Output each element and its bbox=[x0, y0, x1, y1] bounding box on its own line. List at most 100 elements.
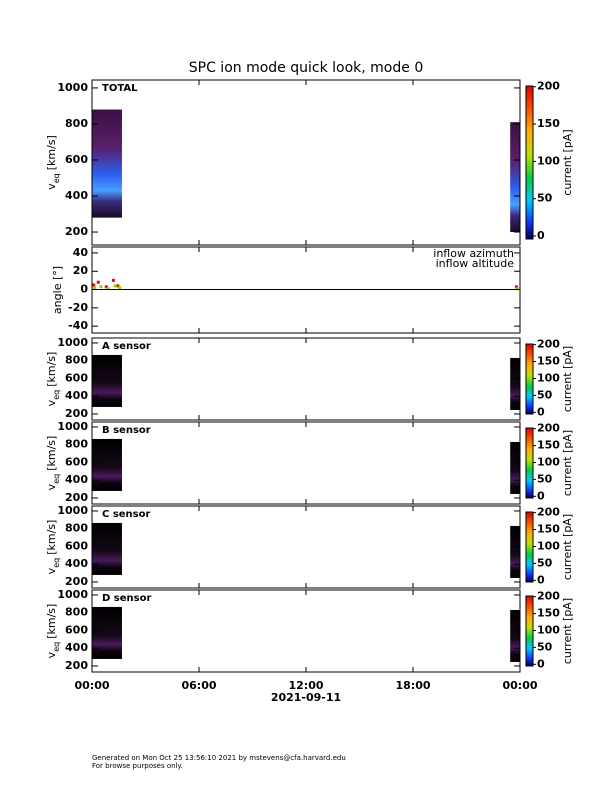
panel-label: D sensor bbox=[102, 593, 151, 604]
y-tick-label: -40 bbox=[68, 319, 88, 332]
x-tick-label: 18:00 bbox=[395, 679, 430, 692]
data-point bbox=[104, 285, 108, 289]
colorbar-tick-label: 200 bbox=[537, 338, 560, 351]
spectrogram-block bbox=[510, 525, 520, 578]
footer-line: Generated on Mon Oct 25 13:56:10 2021 by… bbox=[92, 754, 346, 762]
y-axis-label-subscript: eq bbox=[52, 474, 61, 484]
colorbar-tick-label: 50 bbox=[537, 556, 553, 569]
y-axis-label: angle [°] bbox=[51, 266, 64, 314]
plot-frame bbox=[91, 337, 521, 421]
colorbar-tick-label: 200 bbox=[537, 506, 560, 519]
colorbar-label: current [pA] bbox=[561, 430, 574, 496]
data-point bbox=[99, 285, 103, 289]
x-axis-label: 2021-09-11 bbox=[271, 691, 341, 704]
data-point bbox=[515, 287, 519, 291]
y-tick-label: -20 bbox=[68, 301, 88, 314]
colorbar-tick-label: 0 bbox=[537, 229, 545, 242]
plot-frame bbox=[91, 589, 521, 673]
colorbar-tick-label: 200 bbox=[537, 422, 560, 435]
colorbar bbox=[525, 595, 534, 667]
colorbar bbox=[525, 427, 534, 499]
y-tick-label: 800 bbox=[65, 522, 88, 535]
y-axis-label: veq [km/s] bbox=[45, 520, 61, 575]
panel-label: B sensor bbox=[102, 425, 151, 436]
y-tick-label: 1000 bbox=[57, 504, 88, 517]
spectrogram-block bbox=[92, 438, 122, 491]
data-point bbox=[93, 286, 97, 290]
y-tick-label: 1000 bbox=[57, 420, 88, 433]
legend-entry: inflow azimuth bbox=[433, 247, 514, 260]
colorbar-tick-label: 150 bbox=[537, 523, 560, 536]
y-axis-label-subscript: eq bbox=[52, 642, 61, 652]
plot-frame bbox=[91, 421, 521, 505]
x-tick-label: 00:00 bbox=[502, 679, 537, 692]
x-tick-label: 12:00 bbox=[288, 679, 323, 692]
colorbar-tick-label: 50 bbox=[537, 388, 553, 401]
y-tick-label: 200 bbox=[65, 491, 88, 504]
y-tick-label: 800 bbox=[65, 606, 88, 619]
y-axis-label-symbol: v bbox=[45, 567, 58, 574]
y-axis-label-unit: [km/s] bbox=[45, 135, 58, 170]
colorbar-tick-label: 0 bbox=[537, 489, 545, 502]
colorbar-tick-label: 200 bbox=[537, 80, 560, 93]
data-point bbox=[116, 284, 120, 288]
colorbar-tick-label: 50 bbox=[537, 192, 553, 205]
y-axis-label: veq [km/s] bbox=[45, 604, 61, 659]
spectrogram-block bbox=[510, 441, 520, 494]
y-tick-label: 200 bbox=[65, 225, 88, 238]
colorbar-tick-label: 100 bbox=[537, 623, 560, 636]
colorbar-tick-label: 100 bbox=[537, 154, 560, 167]
y-axis-label-symbol: v bbox=[45, 483, 58, 490]
y-tick-label: 600 bbox=[65, 539, 88, 552]
data-point bbox=[118, 286, 122, 290]
colorbar-label: current [pA] bbox=[561, 129, 574, 195]
y-tick-label: 0 bbox=[80, 283, 88, 296]
x-tick-label: 00:00 bbox=[74, 679, 109, 692]
colorbar-tick-label: 0 bbox=[537, 405, 545, 418]
spectrogram-block bbox=[92, 606, 122, 659]
y-tick-label: 200 bbox=[65, 659, 88, 672]
y-tick-label: 1000 bbox=[57, 588, 88, 601]
y-axis-label-subscript: eq bbox=[52, 558, 61, 568]
y-tick-label: 200 bbox=[65, 407, 88, 420]
y-tick-label: 20 bbox=[73, 264, 89, 277]
y-tick-label: 400 bbox=[65, 389, 88, 402]
y-tick-label: 1000 bbox=[57, 81, 88, 94]
colorbar-tick-label: 50 bbox=[537, 640, 553, 653]
y-axis-label-unit: [km/s] bbox=[45, 436, 58, 471]
y-tick-label: 400 bbox=[65, 641, 88, 654]
colorbar-label: current [pA] bbox=[561, 598, 574, 664]
y-axis-label-unit: [km/s] bbox=[45, 604, 58, 639]
data-point bbox=[106, 287, 110, 291]
y-tick-label: 40 bbox=[73, 246, 89, 259]
panel-label: A sensor bbox=[102, 341, 151, 352]
colorbar-tick-label: 50 bbox=[537, 472, 553, 485]
y-axis-label-unit: [km/s] bbox=[45, 352, 58, 387]
colorbar bbox=[525, 511, 534, 583]
spectrogram-block bbox=[510, 357, 520, 410]
y-axis-label-symbol: v bbox=[45, 651, 58, 658]
colorbar-label: current [pA] bbox=[561, 514, 574, 580]
colorbar-tick-label: 100 bbox=[537, 539, 560, 552]
colorbar-tick-label: 150 bbox=[537, 439, 560, 452]
y-tick-label: 400 bbox=[65, 557, 88, 570]
y-tick-label: 800 bbox=[65, 354, 88, 367]
x-tick-label: 06:00 bbox=[181, 679, 216, 692]
y-axis-label: veq [km/s] bbox=[45, 436, 61, 491]
y-axis-label: veq [km/s] bbox=[45, 352, 61, 407]
footer-line: For browse purposes only. bbox=[92, 762, 183, 770]
colorbar-tick-label: 150 bbox=[537, 355, 560, 368]
spectrogram-block bbox=[510, 122, 520, 233]
colorbar-tick-label: 150 bbox=[537, 117, 560, 130]
y-tick-label: 400 bbox=[65, 189, 88, 202]
y-tick-label: 400 bbox=[65, 473, 88, 486]
y-axis-label-unit: [km/s] bbox=[45, 520, 58, 555]
data-point bbox=[514, 285, 518, 289]
plot-frame bbox=[91, 79, 521, 246]
spectrogram-block bbox=[92, 522, 122, 575]
y-tick-label: 800 bbox=[65, 117, 88, 130]
colorbar-tick-label: 200 bbox=[537, 590, 560, 603]
y-tick-label: 1000 bbox=[57, 336, 88, 349]
